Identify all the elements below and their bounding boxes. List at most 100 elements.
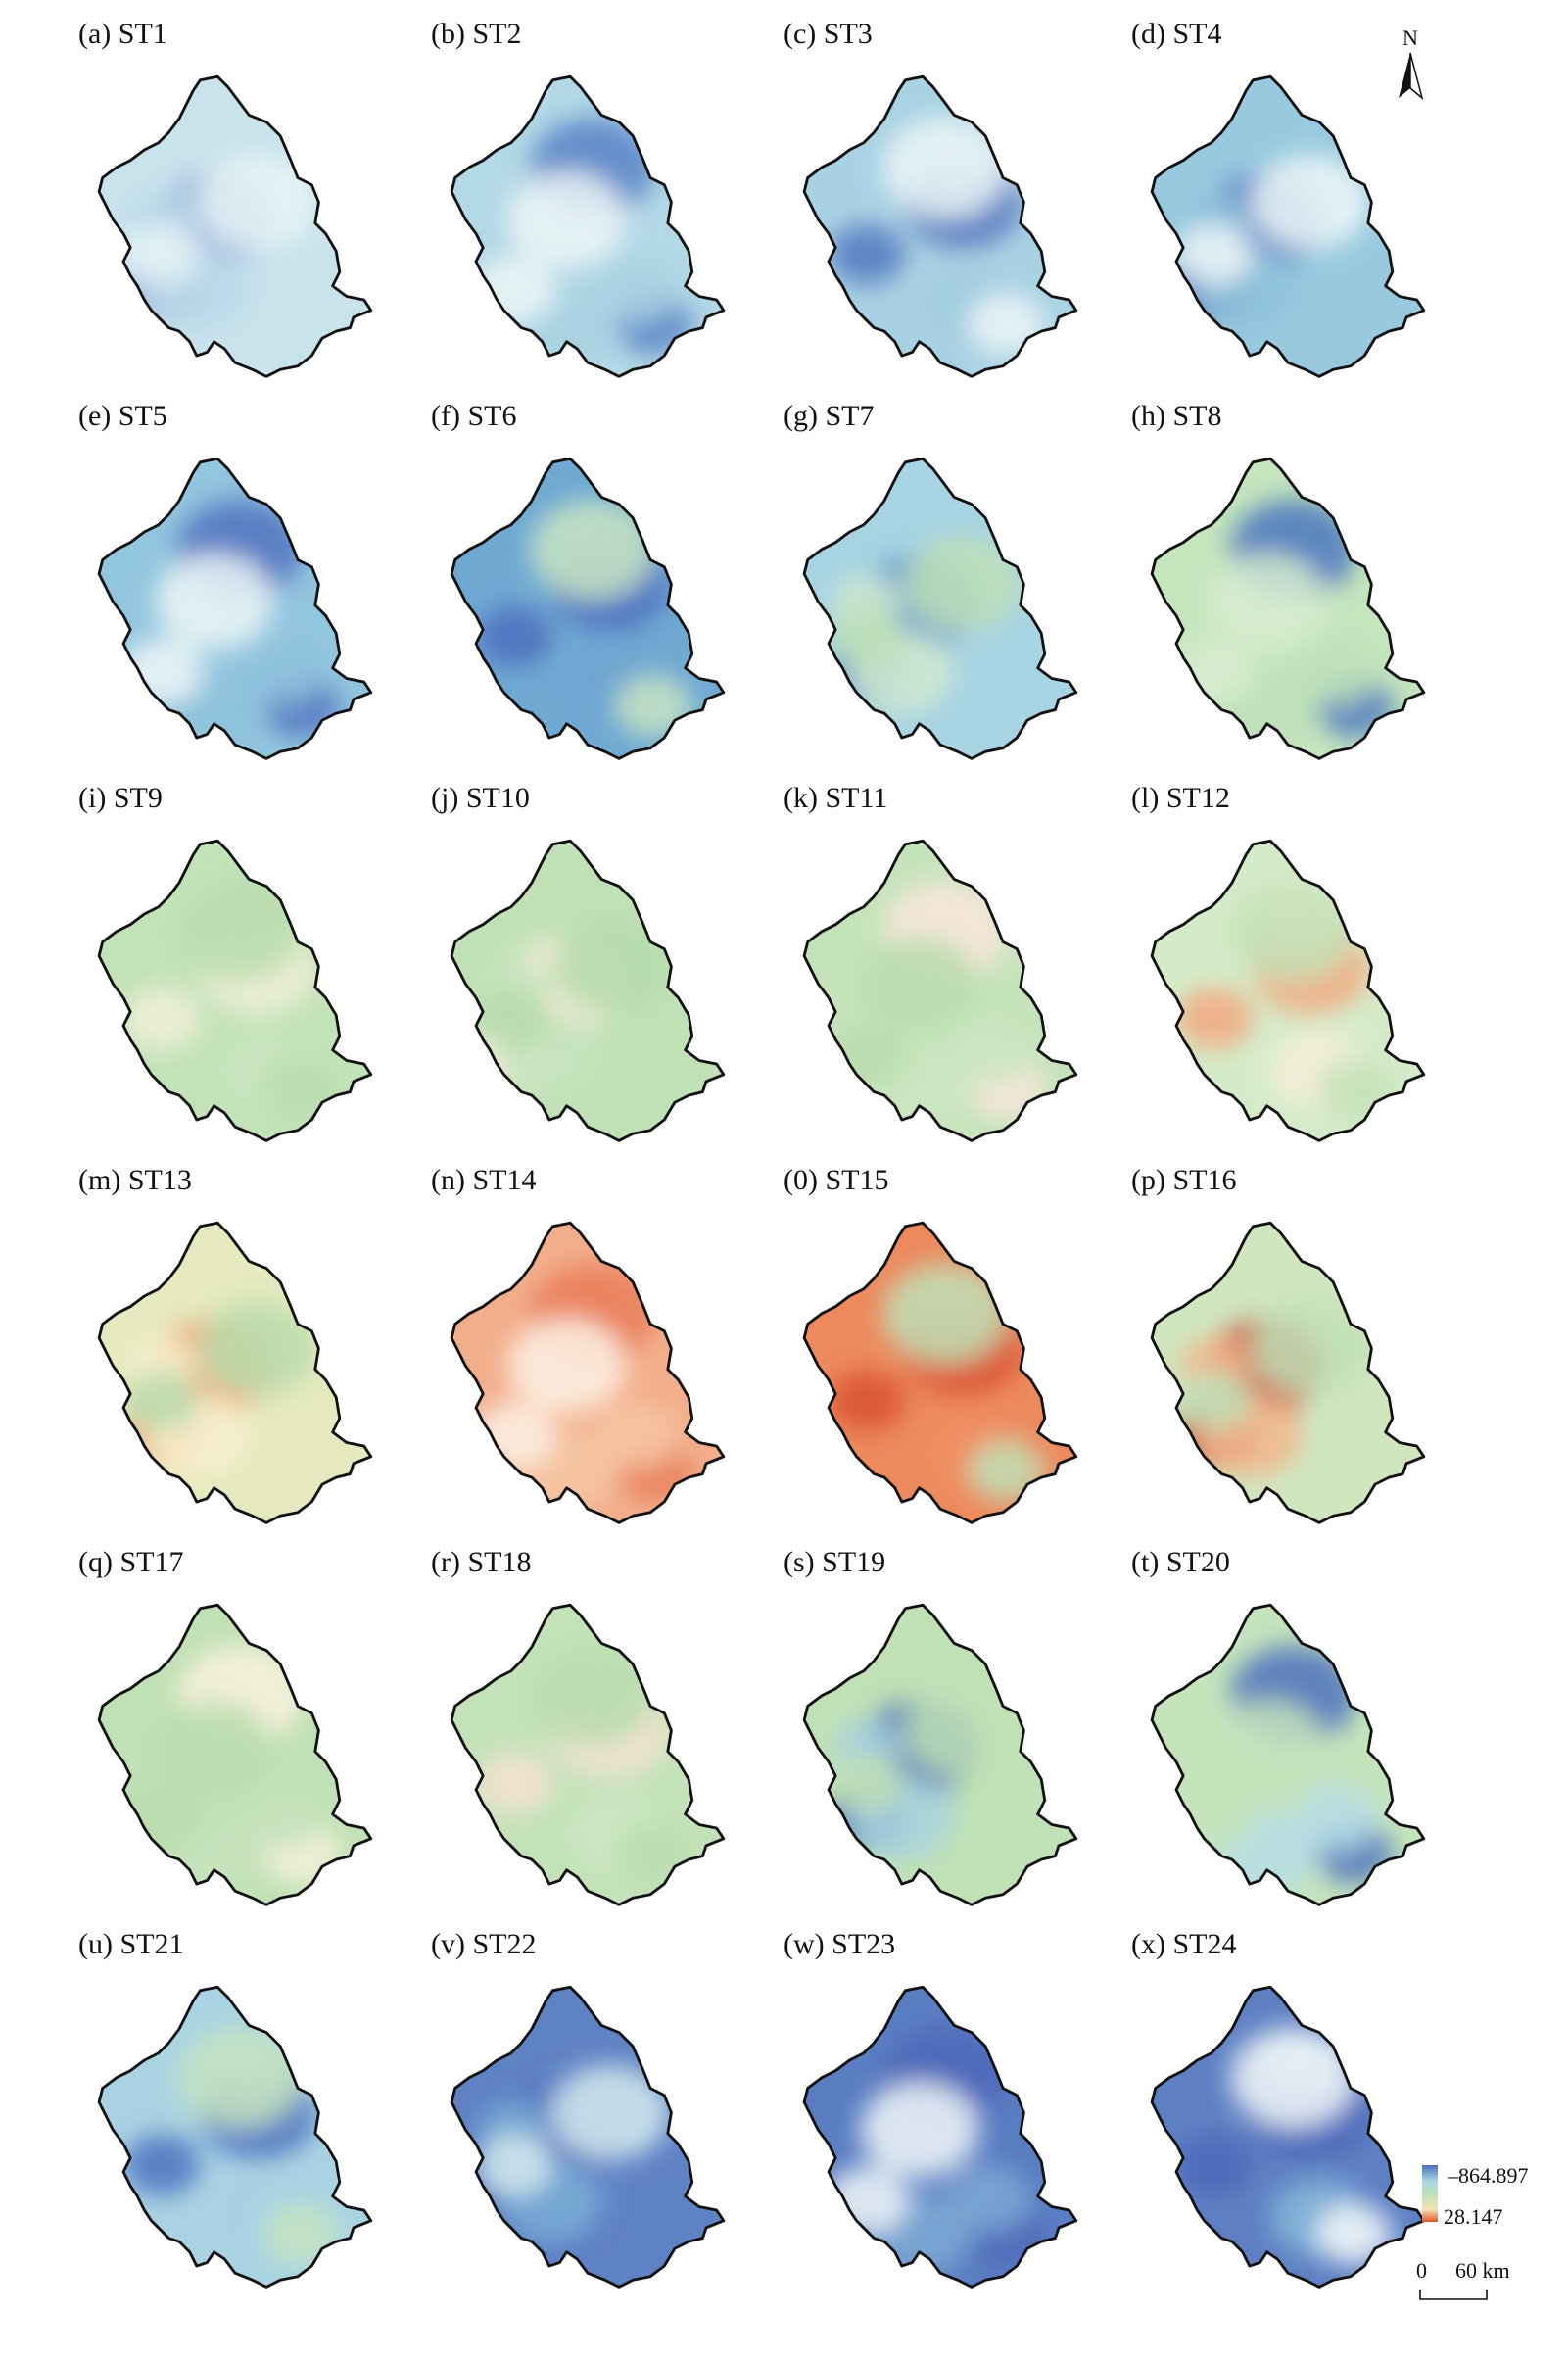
map-panel: (u) ST21 [78, 1928, 373, 2289]
province-map [97, 1603, 373, 1906]
province-map [1150, 1603, 1426, 1906]
province-map [1150, 74, 1426, 378]
province-map [802, 839, 1078, 1142]
map-panel: (n) ST14 [431, 1164, 726, 1524]
panel-label: (q) ST17 [78, 1546, 184, 1578]
value-surface-patch [825, 2166, 909, 2234]
value-surface-patch [1251, 1300, 1370, 1396]
value-surface-patch [476, 1752, 553, 1814]
province-map [802, 457, 1078, 760]
province-map [802, 1221, 1078, 1524]
panel-label: (l) ST12 [1131, 782, 1230, 814]
map-panel: (0) ST15 [784, 1164, 1078, 1524]
value-surface-patch [947, 2166, 1031, 2234]
value-surface-patch [530, 499, 656, 601]
map-panel: (r) ST18 [431, 1546, 726, 1906]
map-panel: (q) ST17 [78, 1546, 373, 1906]
panel-label: (a) ST1 [78, 18, 167, 50]
value-surface-patch [1176, 223, 1254, 286]
panel-label: (k) ST11 [784, 782, 887, 814]
value-surface-patch [476, 605, 553, 668]
panel-label: (c) ST3 [784, 18, 873, 50]
panel-label: (t) ST20 [1131, 1546, 1230, 1578]
value-surface-patch [1176, 1370, 1254, 1432]
map-panel: (c) ST3 [784, 18, 1078, 378]
map-panel: (a) ST1 [78, 18, 373, 378]
panel-label: (r) ST18 [431, 1546, 531, 1578]
map-panel: (l) ST12 [1131, 782, 1426, 1142]
province-map [450, 1221, 726, 1524]
map-panel: (h) ST8 [1131, 400, 1426, 760]
map-panel: (i) ST9 [78, 782, 373, 1142]
map-panel: (t) ST20 [1131, 1546, 1426, 1906]
map-panel: (g) ST7 [784, 400, 1078, 760]
north-arrow-icon-right [1409, 52, 1424, 101]
map-panels-grid: (a) ST1 (b) ST2 (c) ST3 (d) ST4 (e) ST5 (f) S… [78, 18, 1426, 2289]
map-panel: (f) ST6 [431, 400, 726, 760]
value-surface-patch [476, 2134, 553, 2196]
province-map [1150, 839, 1426, 1142]
panel-label: (n) ST14 [431, 1164, 537, 1196]
panel-label: (b) ST2 [431, 18, 522, 50]
value-surface-patch [615, 1821, 692, 1884]
panel-label: (x) ST24 [1131, 1928, 1237, 1960]
value-surface-patch [177, 881, 304, 983]
value-surface-patch [829, 1752, 906, 1814]
value-surface-patch [507, 1318, 627, 1414]
value-surface-patch [262, 1057, 340, 1120]
value-surface-patch [903, 536, 1022, 632]
map-panel: (v) ST22 [431, 1928, 726, 2289]
value-surface-patch [594, 256, 679, 323]
value-surface-patch [123, 2134, 201, 2196]
value-surface-patch [829, 605, 906, 668]
panel-label: (g) ST7 [784, 400, 875, 432]
value-surface-patch [968, 293, 1045, 356]
north-arrow-icon [1399, 53, 1410, 98]
province-map [1150, 1985, 1426, 2289]
scale-bar-zero-label: 0 [1416, 2258, 1427, 2283]
province-map [97, 74, 373, 378]
north-arrow: N [1399, 25, 1424, 101]
province-map [802, 74, 1078, 378]
value-surface-patch [829, 1370, 906, 1432]
value-surface-patch [155, 1700, 274, 1796]
scale-bar: 0 60 km [1416, 2258, 1510, 2300]
value-surface-patch [472, 256, 556, 323]
value-surface-patch [1208, 1700, 1327, 1796]
panel-label: (i) ST9 [78, 782, 163, 814]
value-surface-patch [947, 1020, 1031, 1087]
map-panel: (e) ST5 [78, 400, 373, 760]
value-surface-patch [825, 1020, 909, 1087]
map-panel: (b) ST2 [431, 18, 726, 378]
value-surface-patch [1315, 1057, 1393, 1120]
value-surface-patch [1208, 554, 1327, 650]
map-panel: (p) ST16 [1131, 1164, 1426, 1524]
value-surface-patch [123, 223, 201, 286]
panel-label: (d) ST4 [1131, 18, 1222, 50]
value-surface-patch [594, 1402, 679, 1470]
scale-bar-line [1419, 2290, 1488, 2300]
map-panel: (d) ST4 [1131, 18, 1426, 378]
province-map [97, 1221, 373, 1524]
north-arrow-label: N [1402, 25, 1418, 50]
value-surface-patch [119, 638, 204, 705]
value-surface-patch [242, 638, 326, 705]
panel-label: (h) ST8 [1131, 400, 1222, 432]
province-map [802, 1603, 1078, 1906]
value-surface-patch [1172, 638, 1257, 705]
value-surface-patch [198, 154, 317, 250]
panel-label: (m) ST13 [78, 1164, 192, 1196]
province-map [450, 457, 726, 760]
value-surface-patch [198, 1300, 317, 1396]
value-surface-patch [829, 223, 906, 286]
value-surface-patch [882, 117, 1009, 218]
province-map [1150, 1221, 1426, 1524]
value-surface-patch [530, 1645, 656, 1747]
panel-label: (f) ST6 [431, 400, 516, 432]
panel-label: (u) ST21 [78, 1928, 184, 1960]
legend-color-ramp [1422, 2165, 1438, 2222]
legend-min-label: 28.147 [1444, 2204, 1503, 2229]
value-surface-patch [119, 1784, 204, 1852]
province-map [97, 457, 373, 760]
panel-label: (s) ST19 [784, 1546, 885, 1578]
